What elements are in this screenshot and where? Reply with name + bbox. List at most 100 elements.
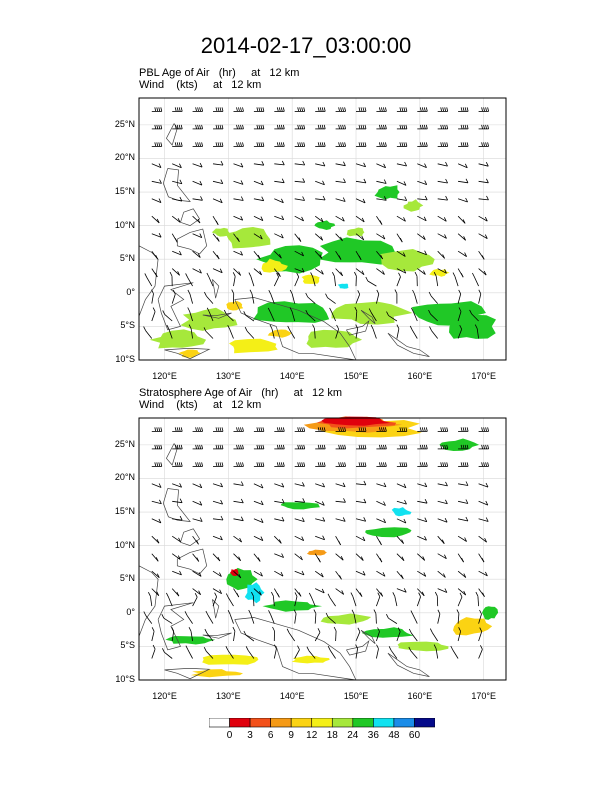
wind-barb-feather <box>405 107 408 112</box>
wind-barb <box>274 198 284 204</box>
wind-barb-feather <box>179 515 183 521</box>
wind-barb-feather <box>143 326 146 331</box>
coastline <box>138 245 159 317</box>
wind-barb-feather <box>376 289 380 295</box>
wind-barb <box>457 293 462 304</box>
wind-barb-feather <box>379 557 383 563</box>
wind-barb-feather <box>485 571 488 577</box>
wind-barb-feather <box>289 289 293 295</box>
wind-barb-feather <box>220 499 223 505</box>
wind-barb <box>270 294 275 304</box>
wind-barb-feather <box>342 482 346 487</box>
wind-barb-feather <box>303 462 306 467</box>
wind-barb-feather <box>358 107 361 112</box>
wind-barb <box>172 180 182 185</box>
wind-barb <box>294 215 304 222</box>
wind-barb <box>437 483 448 487</box>
wind-barb <box>212 535 223 541</box>
lat-tick-label: 25°N <box>114 118 135 129</box>
wind-barb-feather <box>421 427 424 432</box>
lat-tick-label: 25°N <box>114 438 135 449</box>
wind-barb <box>151 163 162 168</box>
wind-barb <box>190 631 193 642</box>
wind-barb-feather <box>268 290 272 295</box>
wind-barb-feather <box>379 220 383 225</box>
colorbar-swatch <box>229 718 251 728</box>
lat-tick-label: 10°S <box>115 354 135 364</box>
wind-barb-feather <box>344 444 346 449</box>
wind-barb-feather <box>156 444 159 449</box>
wind-barb-feather <box>260 500 264 505</box>
wind-barb <box>457 535 467 542</box>
wind-barb-feather <box>276 272 279 278</box>
wind-barb-feather <box>259 270 262 276</box>
wind-barb-feather <box>282 124 285 129</box>
wind-barb-feather <box>158 233 162 238</box>
wind-barb-feather <box>423 107 426 112</box>
wind-barb <box>478 215 488 222</box>
wind-barb-feather <box>445 178 448 184</box>
pbl-age-contour <box>180 307 238 331</box>
wind-barb <box>151 198 162 203</box>
wind-barb-feather <box>464 537 467 542</box>
wind-barb-feather <box>308 592 312 598</box>
wind-barb <box>478 535 487 543</box>
wind-barb-feather <box>487 427 489 432</box>
wind-barb <box>150 596 153 607</box>
wind-barb-feather <box>377 627 380 632</box>
wind-barb-feather <box>474 324 478 329</box>
wind-barb <box>435 276 439 287</box>
wind-barb-feather <box>341 590 345 595</box>
wind-barb-feather <box>343 498 346 503</box>
wind-barb-feather <box>227 325 231 330</box>
wind-barb-feather <box>204 291 207 297</box>
wind-barb <box>151 648 156 659</box>
wind-barb-feather <box>201 107 203 112</box>
wind-barb <box>314 570 324 578</box>
wind-barb-feather <box>161 614 165 619</box>
wind-barb-feather <box>400 574 404 579</box>
wind-barb-feather <box>281 160 285 166</box>
wind-barb-feather <box>379 444 381 449</box>
wind-barb-feather <box>236 592 240 598</box>
wind-barb-feather <box>360 427 363 432</box>
wind-barb <box>355 180 366 184</box>
wind-barb-feather <box>419 427 422 432</box>
wind-barb <box>376 198 387 201</box>
wind-barb-feather <box>238 142 240 147</box>
wind-barb-feather <box>397 627 401 632</box>
wind-barb-feather <box>464 444 467 449</box>
wind-barb-feather <box>281 482 285 488</box>
wind-barb-feather <box>466 107 469 112</box>
wind-barb <box>355 233 365 241</box>
wind-barb <box>229 329 234 339</box>
wind-barb-feather <box>303 142 306 147</box>
wind-barb <box>355 535 366 542</box>
wind-barb-feather <box>299 444 302 449</box>
wind-barb-feather <box>424 180 428 185</box>
wind-barb-feather <box>176 107 179 112</box>
wind-barb-feather <box>215 427 218 432</box>
wind-barb-feather <box>243 630 247 636</box>
wind-barb <box>245 634 255 642</box>
wind-barb-feather <box>342 462 344 467</box>
wind-barb-feather <box>179 498 183 503</box>
wind-barb <box>335 588 344 595</box>
wind-barb-feather <box>162 648 165 653</box>
coastline <box>176 548 208 575</box>
wind-barb-feather <box>405 427 408 432</box>
wind-barb-feather <box>479 627 483 632</box>
stratosphere-age-map-canvas <box>138 416 507 681</box>
wind-barb-feather <box>358 255 362 260</box>
wind-barb-feather <box>478 289 482 294</box>
wind-barb-feather <box>463 590 467 596</box>
wind-barb-feather <box>463 236 466 241</box>
wind-barb-feather <box>445 161 448 167</box>
wind-barb <box>192 163 203 168</box>
stratosphere-age-contour <box>262 600 323 612</box>
wind-barb-feather <box>281 553 284 558</box>
pbl-age-map <box>138 97 507 361</box>
wind-barb <box>413 311 418 322</box>
wind-barb <box>437 180 448 184</box>
wind-barb-feather <box>444 427 447 432</box>
